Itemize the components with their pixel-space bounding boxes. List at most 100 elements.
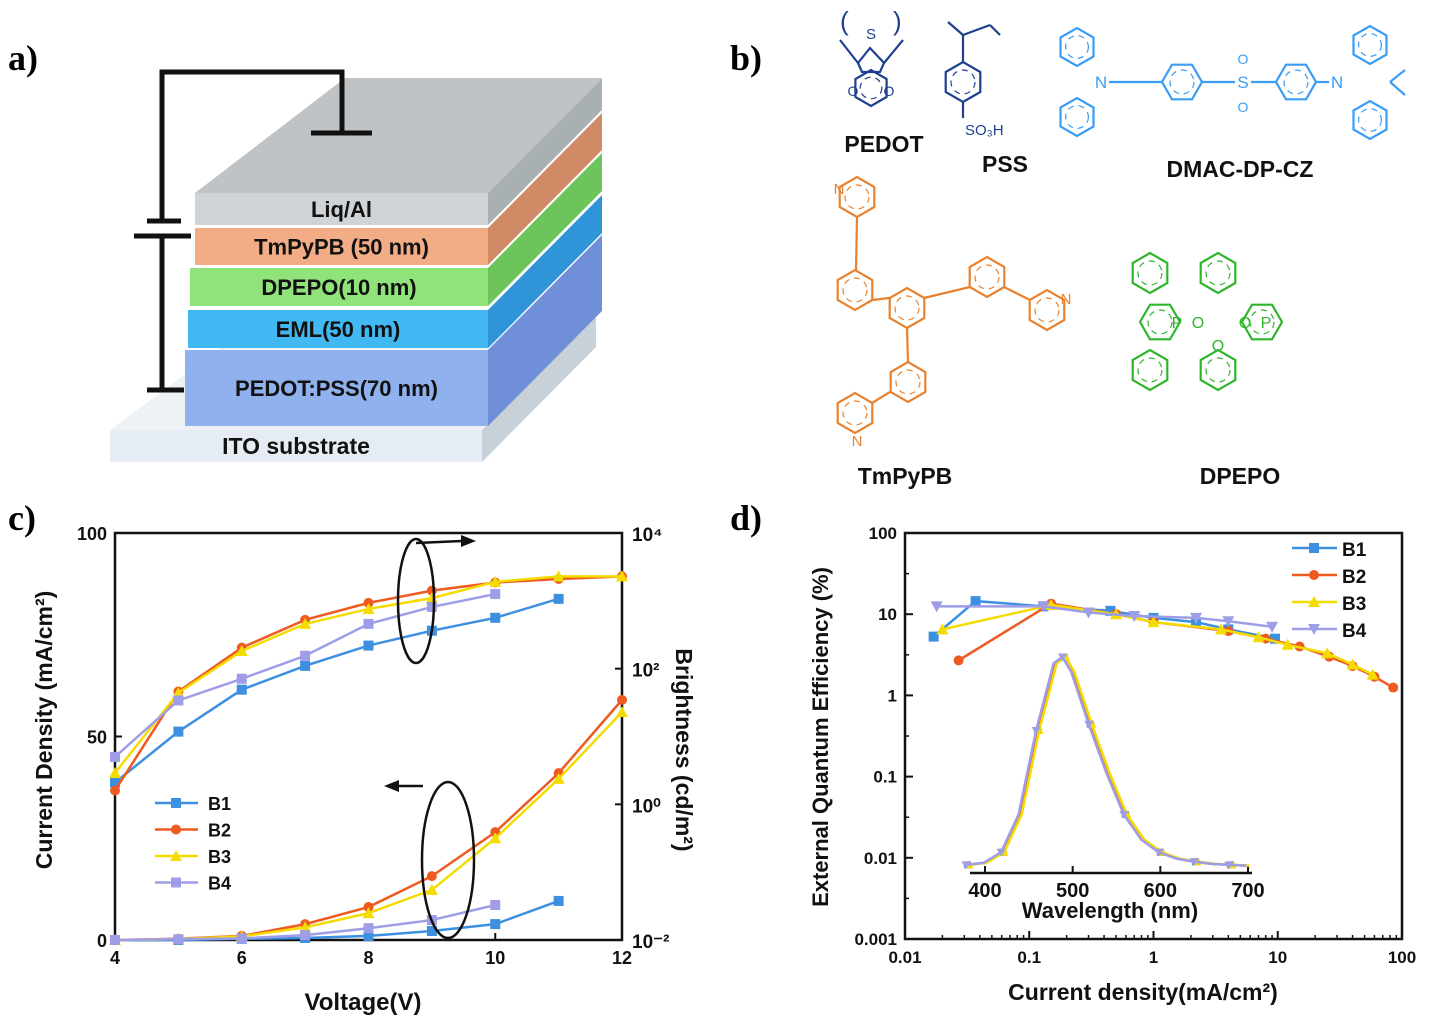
layer-front-2 bbox=[190, 268, 488, 306]
atom-label: O bbox=[1238, 99, 1249, 115]
aromatic-bond bbox=[1283, 69, 1309, 95]
data-point-B3 bbox=[489, 575, 502, 587]
inset-point-B4 bbox=[1224, 861, 1234, 870]
layer-top-face bbox=[195, 78, 602, 193]
layer-side-face bbox=[488, 235, 602, 426]
device-structure-diagram: ITO substrate PEDOT:PSS(70 nm) EML(50 nm) D… bbox=[110, 69, 602, 462]
series-line-B1-brightness bbox=[114, 597, 559, 784]
data-point-B1 bbox=[363, 930, 374, 941]
y-tick-label: 0 bbox=[97, 931, 107, 951]
data-point-B2 bbox=[953, 655, 964, 666]
data-point-B4 bbox=[1128, 611, 1141, 623]
layer-front-0 bbox=[195, 193, 488, 225]
layer-label: ITO substrate bbox=[222, 433, 370, 459]
data-point-B3 bbox=[1252, 631, 1265, 643]
data-point-B3 bbox=[172, 686, 185, 698]
bond bbox=[839, 39, 859, 64]
benzene-ring bbox=[1240, 303, 1284, 341]
atom-label: P bbox=[1172, 315, 1183, 332]
data-point-B4 bbox=[173, 934, 184, 945]
inset-point-B4 bbox=[1119, 811, 1129, 819]
atom-label: N bbox=[852, 433, 863, 450]
inset-point-B4 bbox=[961, 861, 971, 870]
legend-marker bbox=[1309, 543, 1319, 553]
atom-label: S bbox=[1237, 73, 1248, 92]
aromatic-bond bbox=[842, 277, 868, 303]
bond bbox=[1003, 286, 1031, 301]
arrowhead-left bbox=[384, 780, 399, 792]
data-point-B1 bbox=[173, 726, 184, 737]
atom-label: O bbox=[1192, 315, 1204, 332]
data-point-B3 bbox=[1281, 638, 1294, 650]
x-tick-label: 10 bbox=[485, 948, 505, 968]
series-line-B3 bbox=[942, 603, 1374, 676]
benzene-ring bbox=[1138, 303, 1182, 341]
data-point-B1 bbox=[300, 660, 311, 671]
benzene-ring bbox=[1059, 26, 1095, 68]
plot-frame bbox=[903, 531, 1404, 941]
y-tick-label: 10 bbox=[878, 605, 897, 624]
x-axis-title: Voltage(V) bbox=[305, 989, 422, 1016]
data-point-B2 bbox=[426, 871, 437, 882]
legend-marker bbox=[1308, 596, 1320, 607]
aromatic-bond bbox=[844, 184, 870, 210]
data-point-B3 bbox=[362, 602, 375, 614]
layer-label: EML(50 nm) bbox=[276, 317, 401, 342]
data-point-B4 bbox=[236, 673, 247, 684]
data-point-B2 bbox=[110, 785, 120, 796]
bond bbox=[905, 327, 910, 363]
aromatic-bond bbox=[1034, 297, 1060, 323]
x-tick-label: 6 bbox=[237, 948, 247, 968]
panel-label-c: c) bbox=[8, 498, 36, 538]
aromatic-bond bbox=[1357, 32, 1382, 57]
bond bbox=[989, 24, 1001, 36]
data-point-B4 bbox=[1266, 621, 1279, 633]
data-point-B4 bbox=[300, 650, 311, 661]
benzene-ring bbox=[1199, 251, 1237, 295]
data-point-B1 bbox=[1105, 605, 1116, 616]
x-axis-title: Current density(mA/cm²) bbox=[1008, 979, 1278, 1005]
layer-front-4 bbox=[185, 350, 488, 426]
inset-point-B4 bbox=[1057, 653, 1067, 662]
data-point-B4 bbox=[930, 601, 943, 613]
layer-label: DPEPO(10 nm) bbox=[261, 275, 416, 300]
data-point-B1 bbox=[490, 612, 501, 623]
data-point-B1 bbox=[970, 596, 981, 607]
y-tick-label: 0.001 bbox=[854, 930, 897, 949]
y2-axis-title: Brightness (cd/m²) bbox=[671, 648, 697, 851]
data-point-B3 bbox=[1215, 623, 1228, 635]
data-point-B4 bbox=[173, 695, 184, 706]
benzene-ring bbox=[1199, 348, 1237, 392]
data-point-B4 bbox=[300, 930, 311, 941]
inset-point-B4 bbox=[1154, 848, 1164, 857]
bond bbox=[871, 391, 891, 404]
x-tick-label: 12 bbox=[612, 948, 632, 968]
atom-label: O bbox=[1239, 315, 1251, 332]
legend-marker bbox=[1308, 624, 1320, 635]
benzene-ring bbox=[854, 68, 888, 108]
panel-label-d: d) bbox=[730, 498, 762, 538]
atom-label: N bbox=[1061, 291, 1072, 308]
legend-label: B3 bbox=[208, 847, 231, 867]
data-point-B3 bbox=[1366, 668, 1379, 680]
data-point-B4 bbox=[110, 751, 120, 762]
benzene-ring bbox=[1059, 96, 1095, 138]
bond bbox=[947, 21, 964, 36]
layer-side-face bbox=[488, 195, 602, 348]
annotation-arrow bbox=[415, 539, 463, 545]
legend-label: B2 bbox=[1342, 567, 1366, 588]
benzene-ring bbox=[968, 255, 1006, 299]
y2-tick-label: 10⁻² bbox=[632, 932, 670, 953]
legend-marker bbox=[171, 877, 181, 888]
x-tick-label: 1 bbox=[1149, 948, 1158, 967]
data-point-B3 bbox=[552, 772, 565, 784]
benzene-ring bbox=[1131, 251, 1169, 295]
data-point-B3 bbox=[1147, 616, 1160, 628]
aromatic-bond bbox=[1205, 260, 1231, 286]
aromatic-bond bbox=[1137, 357, 1163, 383]
y2-tick-label: 10⁰ bbox=[632, 796, 661, 817]
data-point-B1 bbox=[490, 919, 501, 930]
data-point-B3 bbox=[299, 617, 312, 629]
